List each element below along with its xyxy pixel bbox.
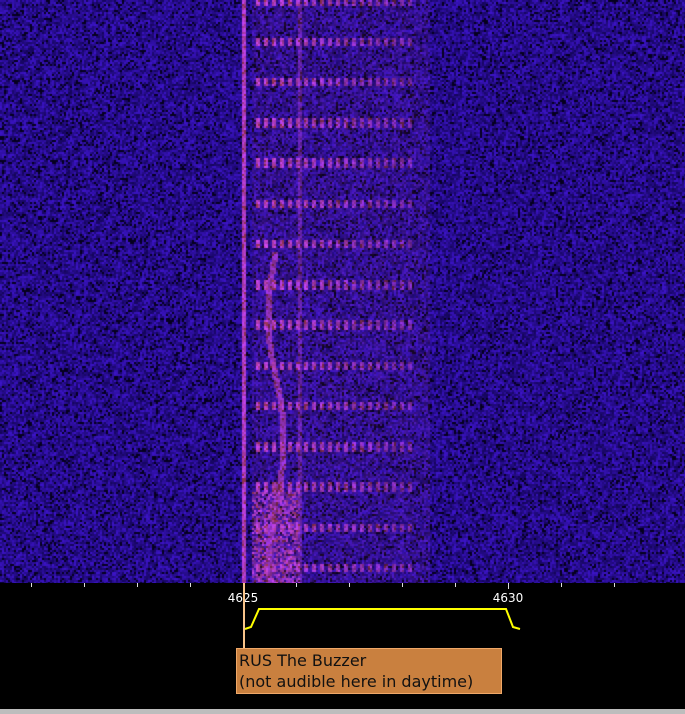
waterfall-display[interactable] [0, 0, 685, 583]
station-name: RUS The Buzzer [239, 651, 367, 670]
scale-tick [455, 583, 456, 587]
station-note: (not audible here in daytime) [239, 672, 474, 691]
scale-tick [614, 583, 615, 587]
frequency-scale[interactable]: 4625 4630 RUS The Buzzer (not audible he… [0, 583, 685, 709]
passband-indicator[interactable] [0, 583, 685, 643]
scale-tick [561, 583, 562, 587]
scale-tick [349, 583, 350, 587]
freq-label-4630: 4630 [492, 591, 524, 605]
station-label[interactable]: RUS The Buzzer (not audible here in dayt… [236, 648, 502, 694]
scale-tick [296, 583, 297, 587]
scale-tick [137, 583, 138, 587]
scale-tick [84, 583, 85, 587]
scale-tick [402, 583, 403, 587]
passband-shape [244, 608, 521, 630]
scale-tick [31, 583, 32, 587]
scale-tick [190, 583, 191, 587]
tuning-marker[interactable] [243, 583, 245, 650]
scale-tick [508, 583, 509, 589]
bottom-scrollbar[interactable] [0, 709, 685, 714]
